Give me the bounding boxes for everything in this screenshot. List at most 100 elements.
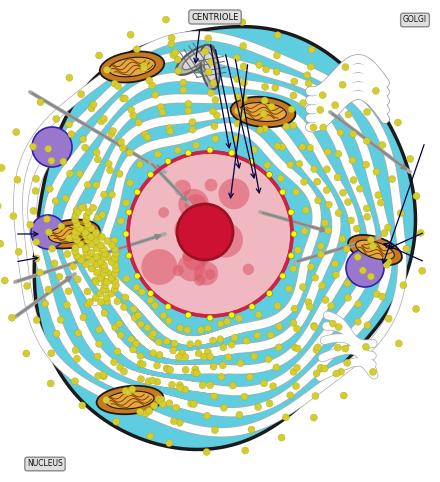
Circle shape [62,195,69,202]
Circle shape [242,447,249,454]
Circle shape [220,404,227,411]
Circle shape [134,273,140,279]
Circle shape [356,185,363,192]
Circle shape [74,229,81,236]
Circle shape [261,97,268,104]
Circle shape [137,360,144,367]
Circle shape [84,253,92,259]
Circle shape [23,350,30,357]
Circle shape [108,290,115,297]
Circle shape [201,353,208,360]
Circle shape [113,266,120,273]
Circle shape [233,54,240,61]
Circle shape [199,382,206,388]
Circle shape [147,297,154,304]
Circle shape [194,340,202,347]
Circle shape [174,147,181,154]
Circle shape [180,79,187,86]
Circle shape [0,240,4,247]
Circle shape [211,122,218,130]
Circle shape [93,269,100,276]
Circle shape [363,161,370,168]
Circle shape [45,146,52,152]
Circle shape [72,232,79,240]
Circle shape [363,108,370,115]
Circle shape [123,200,129,206]
Circle shape [84,181,91,188]
Circle shape [155,339,162,346]
Circle shape [47,380,54,387]
Circle shape [264,161,271,169]
Circle shape [299,283,306,291]
Circle shape [100,191,107,198]
Circle shape [121,368,128,375]
Circle shape [126,179,133,187]
Circle shape [104,238,111,244]
Circle shape [229,150,235,156]
Circle shape [90,101,97,108]
Circle shape [88,105,95,112]
Circle shape [182,207,209,234]
Circle shape [147,290,154,296]
Circle shape [165,366,172,373]
Circle shape [290,92,297,99]
Circle shape [84,237,92,244]
Circle shape [152,92,159,98]
Circle shape [403,245,410,252]
Circle shape [83,232,90,240]
Circle shape [79,402,86,409]
Circle shape [367,236,374,243]
Circle shape [66,121,73,128]
Circle shape [98,298,105,306]
Circle shape [209,337,216,344]
Circle shape [288,253,294,259]
Circle shape [220,344,227,351]
Circle shape [339,235,346,242]
Circle shape [413,306,420,312]
Circle shape [310,414,317,421]
Circle shape [98,257,105,265]
Circle shape [305,80,312,87]
Circle shape [103,295,110,301]
Circle shape [95,257,102,264]
Circle shape [109,273,116,281]
Ellipse shape [348,235,402,265]
Circle shape [319,282,326,289]
Circle shape [180,87,187,94]
Circle shape [256,61,263,68]
Circle shape [299,144,306,150]
Circle shape [266,290,272,296]
Circle shape [348,217,355,224]
Circle shape [344,359,351,366]
Circle shape [272,84,279,91]
Circle shape [340,189,347,196]
Circle shape [111,254,118,261]
Circle shape [207,147,213,153]
Circle shape [90,204,97,211]
Circle shape [311,322,317,329]
Circle shape [121,95,128,102]
Circle shape [111,237,118,244]
Circle shape [370,243,376,250]
Circle shape [375,191,382,199]
Circle shape [95,373,102,379]
Circle shape [417,229,424,237]
Circle shape [98,118,105,125]
Circle shape [166,125,173,132]
Circle shape [354,319,361,325]
Circle shape [240,95,247,102]
Circle shape [80,203,87,211]
Ellipse shape [109,57,155,77]
Circle shape [291,344,298,351]
Circle shape [167,366,174,373]
Circle shape [149,377,156,384]
Circle shape [32,127,72,167]
Circle shape [304,72,311,79]
Circle shape [308,46,315,54]
Circle shape [293,383,300,389]
Circle shape [129,346,136,353]
Circle shape [231,334,238,341]
Circle shape [312,274,319,281]
Circle shape [144,134,151,141]
Circle shape [305,299,312,306]
